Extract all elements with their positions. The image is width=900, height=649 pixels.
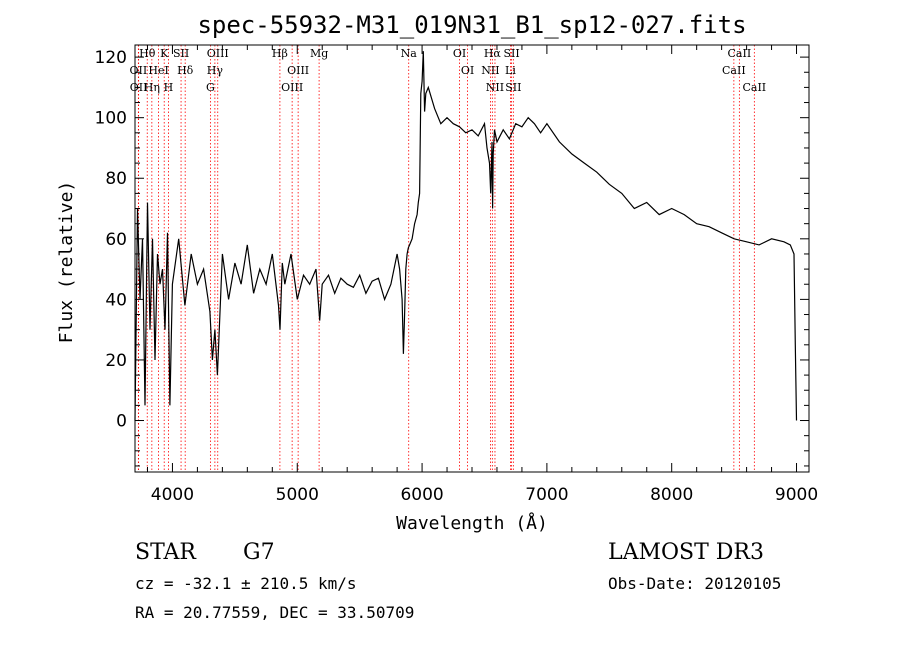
spectrum-line	[134, 51, 798, 421]
marker-label-21: NII	[486, 81, 504, 94]
axis-ticks	[135, 45, 809, 472]
marker-label-19: Hα	[484, 47, 502, 60]
marker-label-24: SII	[505, 81, 521, 94]
x-tick-label: 6000	[400, 485, 443, 505]
marker-label-25: CaII	[728, 47, 752, 60]
marker-label-10: Hγ	[207, 64, 224, 77]
coordinates: RA = 20.77559, DEC = 33.50709	[135, 603, 415, 622]
marker-label-18: OI	[461, 64, 474, 77]
marker-label-26: CaII	[722, 64, 746, 77]
x-axis-label: Wavelength (Å)	[396, 512, 548, 534]
marker-label-14: OIII	[281, 81, 303, 94]
marker-label-8: Hδ	[177, 64, 194, 77]
marker-label-4: HeI	[148, 64, 168, 77]
marker-label-6: H	[164, 81, 174, 94]
x-tick-label: 5000	[276, 485, 319, 505]
marker-label-15: Mg	[310, 47, 328, 60]
y-tick-label: 20	[105, 351, 127, 371]
marker-label-23: Li	[505, 64, 516, 77]
object-class: STAR	[135, 540, 196, 565]
marker-label-3: Hη	[144, 81, 160, 94]
marker-label-1: OII	[130, 64, 148, 77]
y-axis-label: Flux (relative)	[56, 181, 77, 344]
marker-label-16: Na	[401, 47, 418, 60]
y-tick-label: 0	[116, 412, 127, 432]
line-markers	[137, 45, 755, 472]
marker-label-20: NII	[481, 64, 499, 77]
x-tick-label: 7000	[525, 485, 568, 505]
marker-label-12: Hβ	[272, 47, 288, 60]
marker-label-27: CaII	[742, 81, 766, 94]
marker-label-7: SII	[173, 47, 189, 60]
y-tick-labels: 0 20 40 60 80 100 120	[95, 48, 127, 431]
object-subclass: G7	[243, 540, 275, 565]
redshift-info: cz = -32.1 ± 210.5 km/s	[135, 574, 357, 593]
marker-label-11: G	[206, 81, 215, 94]
marker-label-17: OI	[453, 47, 466, 60]
x-tick-label: 8000	[650, 485, 693, 505]
marker-label-13: OIII	[287, 64, 309, 77]
marker-label-9: OIII	[207, 47, 229, 60]
y-tick-label: 40	[105, 290, 127, 310]
obs-date: Obs-Date: 20120105	[608, 574, 782, 593]
y-tick-label: 80	[105, 169, 127, 189]
marker-label-5: K	[160, 47, 169, 60]
marker-label-22: SII	[503, 47, 519, 60]
y-tick-label: 120	[95, 48, 127, 68]
survey-name: LAMOST DR3	[608, 540, 764, 565]
y-tick-label: 100	[95, 109, 127, 129]
y-tick-label: 60	[105, 230, 127, 250]
x-tick-labels: 4000 5000 6000 7000 8000 9000	[151, 485, 818, 505]
x-tick-label: 9000	[775, 485, 818, 505]
x-tick-label: 4000	[151, 485, 194, 505]
chart-title: spec-55932-M31_019N31_B1_sp12-027.fits	[197, 11, 746, 39]
plot-frame	[134, 44, 810, 473]
